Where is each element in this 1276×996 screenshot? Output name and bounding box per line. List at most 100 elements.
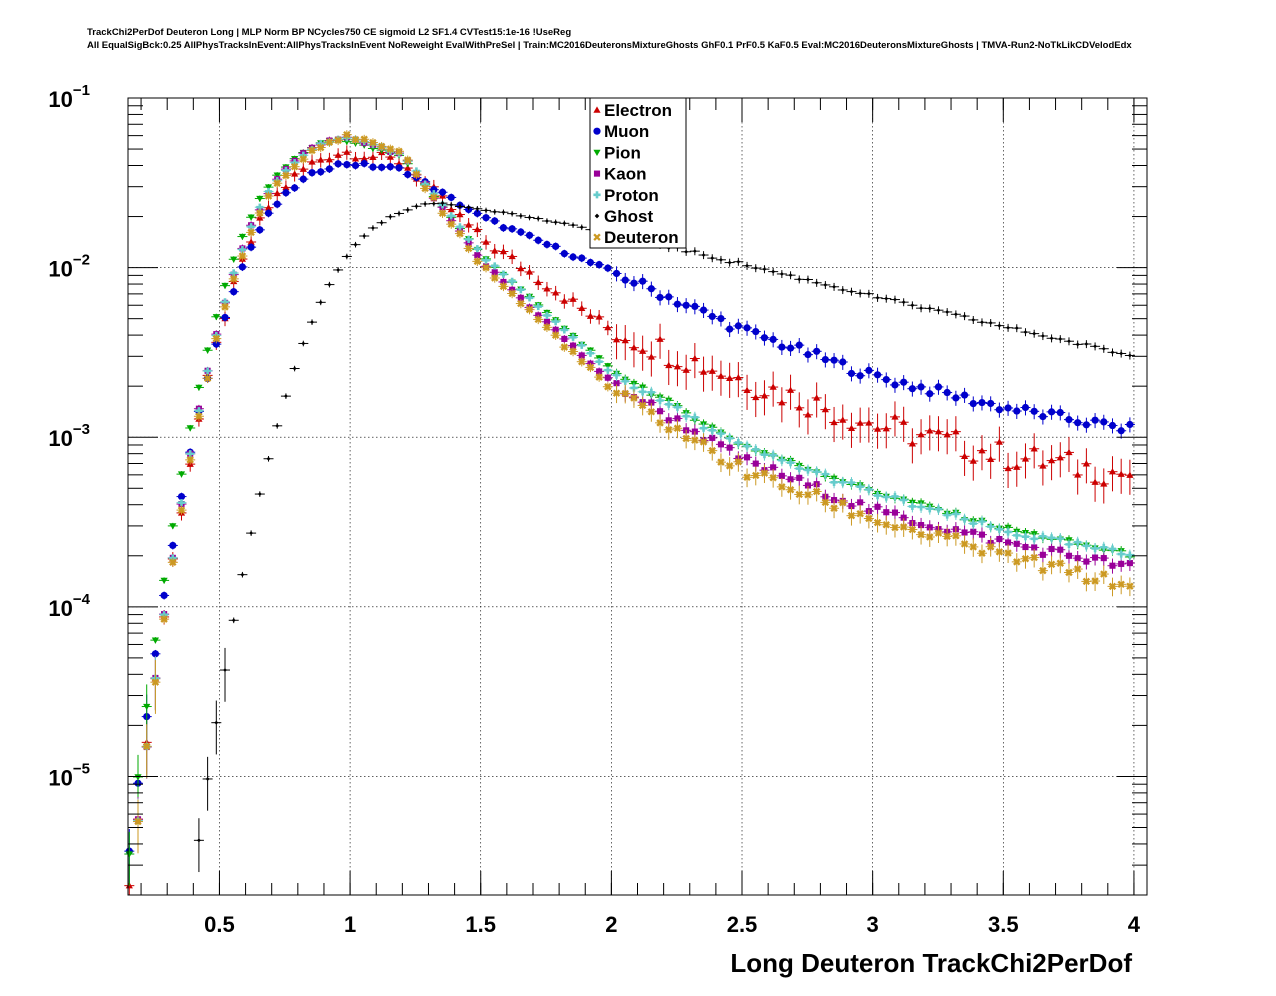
data-point (402, 155, 413, 165)
legend-entry-kaon: Kaon (593, 165, 647, 184)
data-point (724, 362, 735, 398)
data-point (837, 354, 848, 370)
data-point (1037, 561, 1048, 581)
data-point (846, 366, 857, 382)
data-point (646, 281, 657, 297)
data-point (159, 614, 170, 624)
data-point (950, 527, 961, 546)
data-point (907, 428, 918, 464)
data-point (463, 218, 474, 233)
data-point (193, 384, 204, 392)
data-point (220, 647, 231, 702)
data-point (916, 379, 927, 395)
y-tick-exponent: −4 (73, 591, 91, 608)
data-point (176, 499, 187, 507)
data-point (959, 440, 970, 476)
data-point (837, 286, 848, 295)
data-point (637, 274, 648, 290)
data-point (220, 282, 231, 290)
data-point (933, 503, 944, 516)
data-point (707, 309, 718, 325)
legend-label: Electron (604, 101, 672, 120)
data-point (576, 301, 587, 316)
x-tick-label: 1.5 (465, 912, 496, 937)
data-point (994, 426, 1005, 462)
data-point (785, 271, 796, 280)
data-point (280, 393, 291, 399)
data-point (655, 394, 666, 407)
data-point (968, 518, 979, 530)
data-point (950, 310, 961, 319)
data-point (437, 208, 448, 218)
legend-label: Ghost (604, 207, 653, 226)
data-point (829, 406, 840, 443)
data-point (446, 193, 457, 202)
data-point (881, 516, 892, 535)
data-point (1098, 414, 1109, 430)
data-point (811, 482, 822, 502)
data-point (289, 162, 300, 172)
data-point (481, 256, 492, 264)
data-point (968, 538, 979, 557)
data-point (550, 285, 561, 301)
data-point (1090, 413, 1101, 429)
data-point (472, 245, 483, 253)
data-point (1037, 530, 1048, 543)
data-point (1107, 543, 1118, 556)
legend-entry-pion: Pion (593, 143, 641, 162)
data-point (611, 384, 622, 404)
data-point (916, 525, 927, 545)
data-point (515, 228, 526, 237)
legend: Electron Muon Pion Kaon Proton Ghost Deuteron (589, 97, 687, 249)
data-point (350, 241, 361, 248)
data-point (655, 290, 666, 306)
data-point (550, 330, 561, 340)
data-point (863, 483, 874, 496)
data-point (1046, 404, 1057, 420)
data-point (1116, 349, 1127, 358)
data-point (359, 134, 370, 144)
data-point (333, 267, 344, 273)
data-point (402, 207, 413, 213)
data-point (394, 163, 405, 172)
data-point (394, 146, 405, 157)
data-point (228, 274, 239, 284)
data-point (1063, 563, 1074, 583)
data-point (846, 287, 857, 296)
data-point (1081, 340, 1092, 349)
data-point (698, 251, 709, 260)
data-point (872, 499, 883, 515)
data-point (272, 178, 283, 188)
data-point (907, 381, 918, 397)
data-point (550, 318, 561, 326)
data-point (1063, 538, 1074, 551)
data-point (655, 414, 666, 433)
data-point (576, 357, 587, 367)
data-point (1072, 340, 1083, 349)
data-point (820, 281, 831, 290)
data-point (907, 520, 918, 540)
data-point (1046, 334, 1057, 343)
data-point (289, 183, 300, 192)
data-point (385, 162, 396, 171)
data-point (541, 322, 552, 333)
data-point (776, 339, 787, 356)
data-point (672, 351, 683, 387)
data-point (1003, 526, 1014, 538)
data-point (211, 313, 222, 321)
data-point (515, 299, 526, 309)
data-point (585, 362, 596, 373)
axis-ticks: 0.5 1 1.5 2 2.5 3 3.5 410−510−410−310−210−1 (48, 82, 1147, 937)
data-point (733, 257, 744, 266)
data-point (254, 491, 265, 497)
data-point (889, 505, 900, 521)
data-point (350, 135, 361, 145)
data-point (515, 261, 526, 277)
data-point (742, 261, 753, 270)
data-point (1003, 544, 1014, 563)
data-point (550, 242, 561, 251)
data-point (785, 457, 796, 469)
data-point (1124, 549, 1135, 562)
data-point (559, 249, 570, 258)
data-point (602, 373, 613, 382)
